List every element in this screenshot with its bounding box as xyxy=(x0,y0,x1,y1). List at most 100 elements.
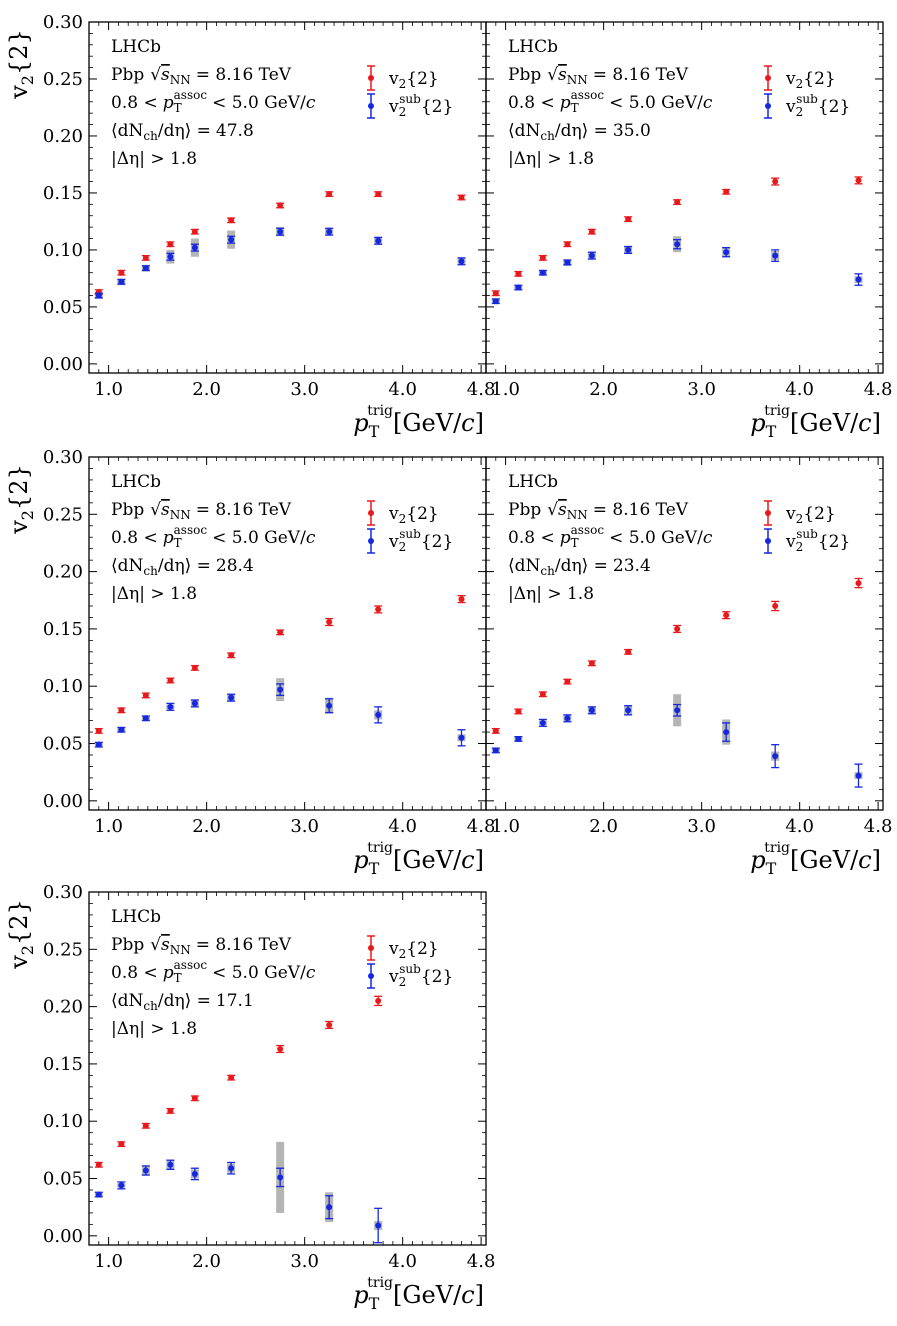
legend-label-v2: v2{2} xyxy=(388,939,439,961)
multiplicity-label: ⟨dNch/dη⟩ = 28.4 xyxy=(111,556,254,578)
v2-point xyxy=(515,270,522,277)
x-tick-label-text: 3.0 xyxy=(290,816,319,837)
collision-text: Pbp xyxy=(111,500,144,520)
legend-v: v xyxy=(388,69,399,89)
legend-sub: 2 xyxy=(796,512,804,526)
x-label-close: ] xyxy=(872,846,881,874)
v2-point xyxy=(142,692,149,699)
assoc-c: c xyxy=(306,93,316,113)
x-tick-label-text: 2.0 xyxy=(192,379,221,400)
legend-v: v xyxy=(785,97,796,117)
energy-sub: NN xyxy=(170,943,191,957)
v2-point xyxy=(674,199,681,206)
mult-mid: /dη⟩ = xyxy=(158,121,211,141)
v2-point xyxy=(375,606,382,613)
x-tick-label-text: 4.0 xyxy=(785,379,814,400)
y-tick-label: 0.30 xyxy=(43,882,83,903)
legend-label-v2sub: v2sub{2} xyxy=(785,92,850,119)
x-tick-label: 1.0 xyxy=(94,816,123,837)
x-tick-label-text: 3.0 xyxy=(687,816,716,837)
assoc-p: p xyxy=(560,528,571,548)
v2-point xyxy=(625,216,632,223)
legend-marker-v2sub xyxy=(368,973,374,979)
mult-mid: /dη⟩ = xyxy=(555,556,608,576)
x-tick-label: 3.0 xyxy=(290,379,319,400)
y-label-v: v xyxy=(5,955,33,970)
v2sub-point xyxy=(723,249,730,256)
v2-point xyxy=(228,652,235,659)
legend-label-v2sub: v2sub{2} xyxy=(388,527,453,554)
x-label-p: p xyxy=(353,1281,368,1309)
y-label-v: v xyxy=(5,520,33,535)
assoc-range-label: 0.8 < pTassoc < 5.0 GeV/c xyxy=(508,523,713,550)
x-tick-label: 4.0 xyxy=(388,1251,417,1272)
legend-sub: 2 xyxy=(399,975,407,989)
x-label-p: p xyxy=(353,409,368,437)
y-tick-label: 0.10 xyxy=(43,676,83,697)
x-tick-label: 4.0 xyxy=(785,379,814,400)
v2-point xyxy=(277,1046,284,1053)
v2-point xyxy=(375,997,382,1004)
v2sub-point xyxy=(326,702,333,709)
sqrt-sign: √ xyxy=(150,935,161,955)
x-tick-label: 2.0 xyxy=(192,1251,221,1272)
assoc-c: c xyxy=(703,93,713,113)
assoc-range-label: 0.8 < pTassoc < 5.0 GeV/c xyxy=(111,958,316,985)
y-tick-label-text: 0.00 xyxy=(43,791,83,812)
legend-v: v xyxy=(388,532,399,552)
v2sub-point xyxy=(277,686,284,693)
assoc-range-label: 0.8 < pTassoc < 5.0 GeV/c xyxy=(111,88,316,115)
y-label-v: v xyxy=(5,85,33,100)
v2-point xyxy=(588,228,595,235)
assoc-p: p xyxy=(163,528,174,548)
legend-sub: 2 xyxy=(796,77,804,91)
v2sub-point xyxy=(142,265,149,272)
x-tick-label-text: 4.8 xyxy=(864,816,893,837)
x-label-unit: [GeV/ xyxy=(790,846,859,874)
v2sub-point xyxy=(564,715,571,722)
collision-text: Pbp xyxy=(508,500,541,520)
mult-prefix: ⟨dN xyxy=(508,556,541,576)
x-label-sub: T xyxy=(766,422,777,441)
assoc-sup: assoc xyxy=(571,523,605,537)
y-label-sub: 2 xyxy=(18,510,37,520)
v2-point xyxy=(191,664,198,671)
energy-s: s xyxy=(161,65,170,85)
y-tick-label: 0.00 xyxy=(43,354,83,375)
energy-label: Pbp √sNN = 8.16 TeV xyxy=(111,65,292,87)
x-tick-label: 3.0 xyxy=(687,379,716,400)
v2-point xyxy=(228,217,235,224)
y-tick-label-text: 0.05 xyxy=(43,734,83,755)
energy-label: Pbp √sNN = 8.16 TeV xyxy=(111,935,292,957)
x-tick-label-text: 4.0 xyxy=(388,816,417,837)
v2sub-point xyxy=(191,244,198,251)
legend-marker-v2sub xyxy=(368,103,374,109)
experiment-text: LHCb xyxy=(508,472,558,492)
energy-label: Pbp √sNN = 8.16 TeV xyxy=(508,500,689,522)
energy-value: = 8.16 TeV xyxy=(196,65,292,85)
experiment-text: LHCb xyxy=(111,907,161,927)
assoc-sub: T xyxy=(571,536,579,550)
assoc-sup: assoc xyxy=(174,958,208,972)
legend-rest: {2} xyxy=(421,967,453,987)
v2sub-point xyxy=(191,700,198,707)
assoc-c: c xyxy=(703,528,713,548)
x-tick-label-text: 1.0 xyxy=(94,816,123,837)
y-axis-label-text: v2{2} xyxy=(5,899,37,970)
legend-rest: {2} xyxy=(818,532,850,552)
v2sub-point xyxy=(326,1204,333,1211)
assoc-p: p xyxy=(163,93,174,113)
deta-cut-label: |Δη| > 1.8 xyxy=(111,584,197,604)
v2sub-point xyxy=(772,252,779,259)
x-label-sub: T xyxy=(766,859,777,878)
v2-point xyxy=(167,677,174,684)
energy-s: s xyxy=(558,500,567,520)
x-tick-label: 2.0 xyxy=(589,379,618,400)
x-tick-label: 4.8 xyxy=(864,816,893,837)
x-label-sub: T xyxy=(369,1294,380,1313)
legend-rest: {2} xyxy=(803,69,835,89)
energy-sub: NN xyxy=(170,73,191,87)
v2-point xyxy=(228,1074,235,1081)
v2-point xyxy=(118,1141,125,1148)
